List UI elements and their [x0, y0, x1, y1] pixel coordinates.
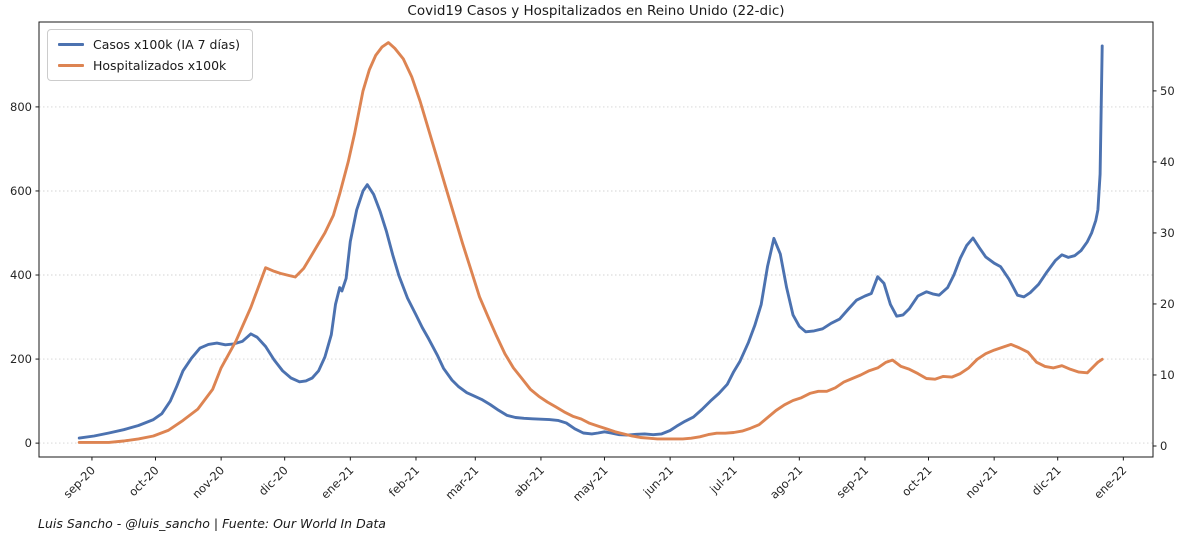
svg-text:20: 20	[1160, 297, 1175, 311]
svg-text:nov-21: nov-21	[962, 463, 1000, 501]
svg-text:ene-22: ene-22	[1091, 463, 1129, 501]
svg-text:ene-21: ene-21	[318, 463, 356, 501]
svg-text:feb-21: feb-21	[386, 463, 422, 499]
legend-label-casos: Casos x100k (IA 7 días)	[93, 37, 240, 52]
svg-text:0: 0	[25, 436, 32, 450]
svg-text:50: 50	[1160, 84, 1175, 98]
source-attribution: Luis Sancho - @luis_sancho | Fuente: Our…	[38, 516, 386, 531]
svg-text:jun-21: jun-21	[640, 463, 676, 499]
legend-item-casos: Casos x100k (IA 7 días)	[58, 37, 240, 52]
svg-text:jul-21: jul-21	[706, 463, 740, 497]
svg-text:mar-21: mar-21	[443, 463, 482, 502]
svg-text:sep-21: sep-21	[834, 463, 872, 501]
svg-text:oct-21: oct-21	[899, 463, 935, 499]
legend-label-hospitalizados: Hospitalizados x100k	[93, 58, 227, 73]
legend-item-hospitalizados: Hospitalizados x100k	[58, 58, 240, 73]
svg-text:may-21: may-21	[570, 463, 611, 504]
legend: Casos x100k (IA 7 días) Hospitalizados x…	[47, 29, 253, 81]
svg-text:oct-20: oct-20	[126, 463, 162, 499]
svg-text:30: 30	[1160, 226, 1175, 240]
svg-text:0: 0	[1160, 439, 1167, 453]
svg-text:nov-20: nov-20	[189, 463, 227, 501]
svg-text:400: 400	[10, 268, 32, 282]
svg-text:600: 600	[10, 184, 32, 198]
svg-text:10: 10	[1160, 368, 1175, 382]
svg-text:dic-20: dic-20	[256, 463, 291, 498]
chart-title: Covid19 Casos y Hospitalizados en Reino …	[407, 3, 785, 19]
svg-text:abr-21: abr-21	[511, 463, 547, 499]
svg-text:800: 800	[10, 100, 32, 114]
legend-swatch-casos-icon	[58, 43, 84, 46]
svg-text:ago-21: ago-21	[767, 463, 805, 501]
svg-text:40: 40	[1160, 155, 1175, 169]
legend-swatch-hospitalizados-icon	[58, 64, 84, 67]
svg-text:dic-21: dic-21	[1029, 463, 1064, 498]
svg-text:sep-20: sep-20	[60, 463, 98, 501]
svg-text:200: 200	[10, 352, 32, 366]
